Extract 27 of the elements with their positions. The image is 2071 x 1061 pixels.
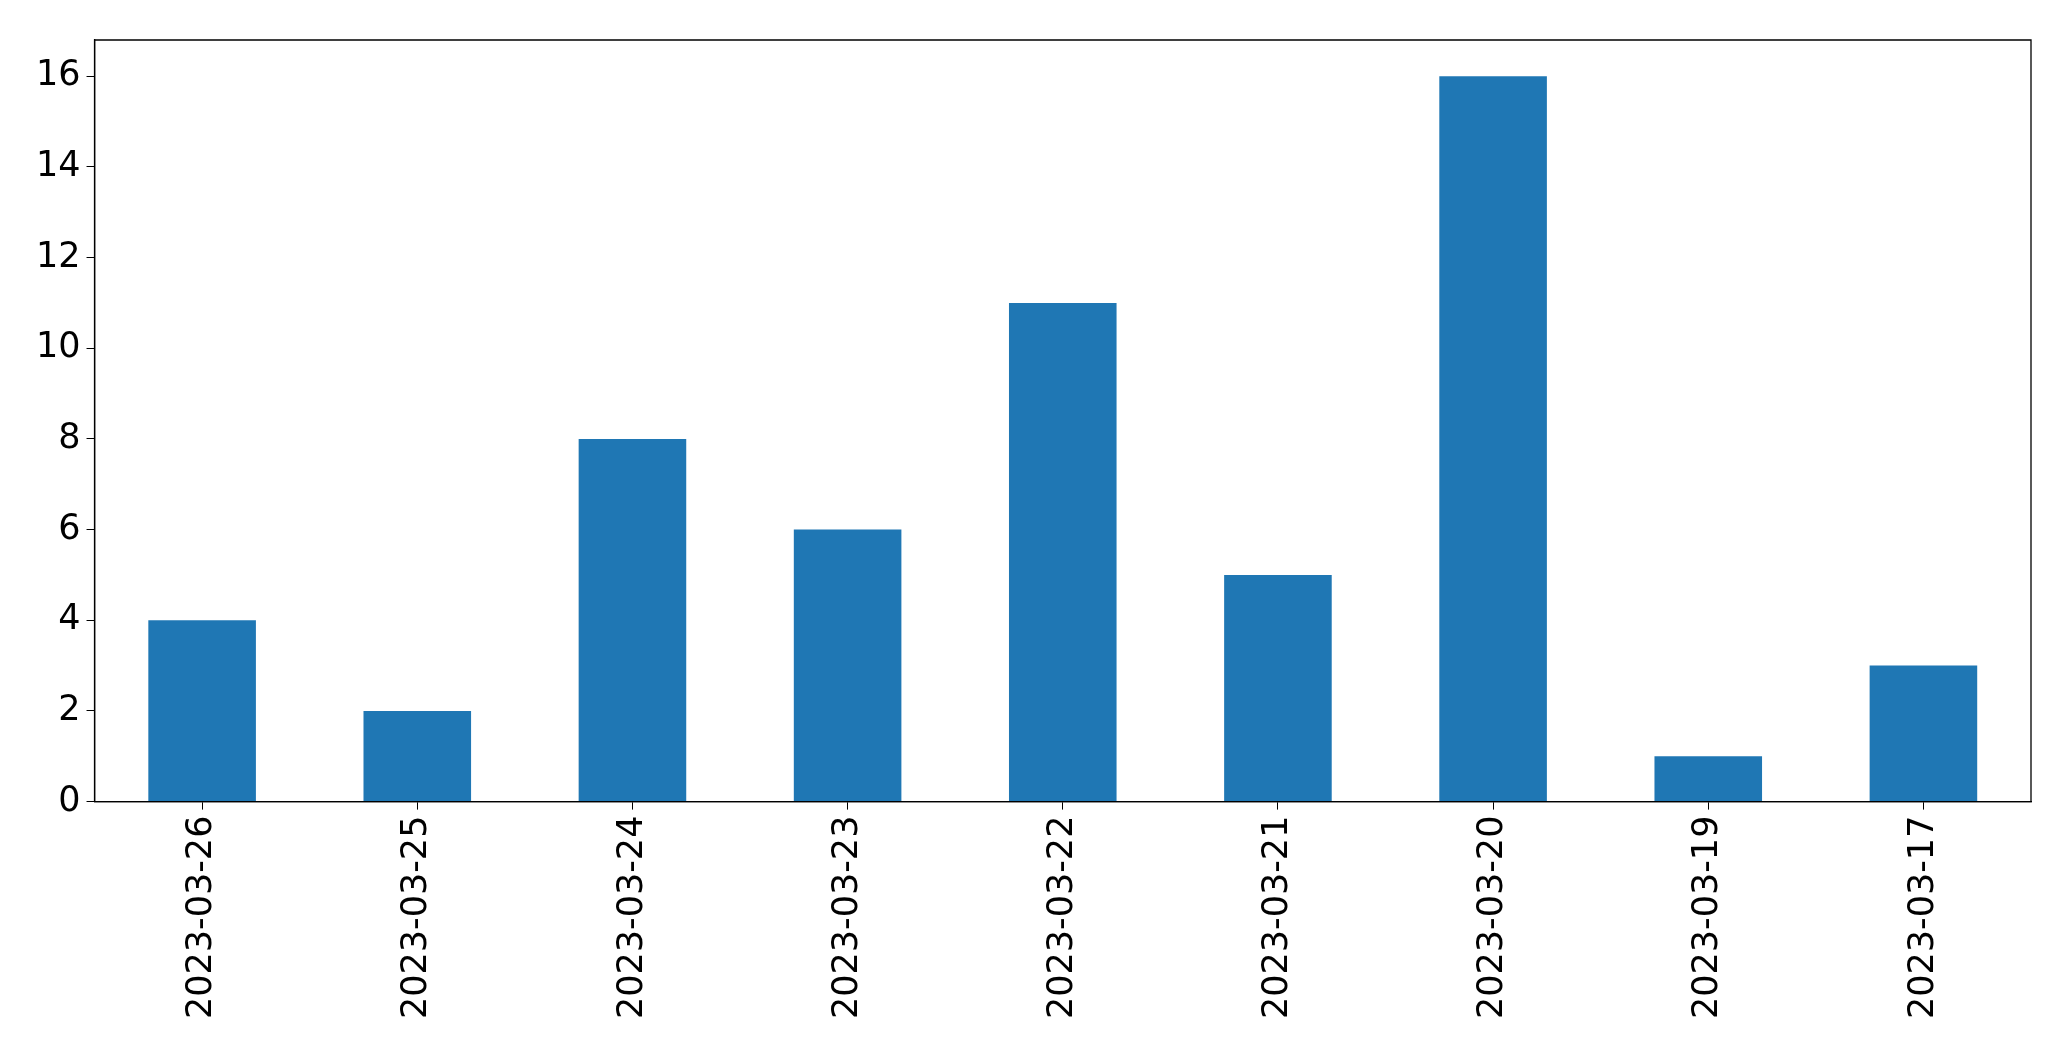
- x-tick-label: 2023-03-17: [1900, 815, 1941, 1019]
- y-tick-label: 4: [58, 597, 81, 638]
- x-tick-label: 2023-03-25: [394, 815, 435, 1019]
- bar: [1008, 302, 1117, 802]
- bar: [1224, 574, 1332, 802]
- bar: [1654, 756, 1763, 802]
- y-tick-label: 12: [35, 234, 81, 275]
- x-tick-label: 2023-03-19: [1685, 815, 1726, 1019]
- x-tick-label: 2023-03-21: [1255, 815, 1296, 1019]
- bar: [578, 438, 687, 802]
- y-tick-label: 14: [35, 144, 81, 185]
- y-tick-label: 10: [35, 325, 81, 366]
- bar: [793, 529, 902, 802]
- bar: [148, 620, 256, 802]
- x-tick-label: 2023-03-23: [824, 815, 865, 1019]
- bar: [1439, 76, 1547, 802]
- x-tick-label: 2023-03-22: [1039, 815, 1080, 1019]
- x-tick-label: 2023-03-24: [609, 815, 650, 1019]
- y-tick-label: 0: [58, 778, 81, 819]
- x-tick-label: 2023-03-26: [179, 815, 220, 1019]
- y-tick-label: 6: [58, 506, 81, 547]
- y-tick-label: 2: [58, 688, 81, 729]
- y-tick-label: 8: [58, 416, 81, 457]
- y-tick-label: 16: [35, 53, 81, 94]
- x-tick-label: 2023-03-20: [1470, 815, 1511, 1019]
- bar: [363, 710, 472, 802]
- bar: [1869, 665, 1978, 802]
